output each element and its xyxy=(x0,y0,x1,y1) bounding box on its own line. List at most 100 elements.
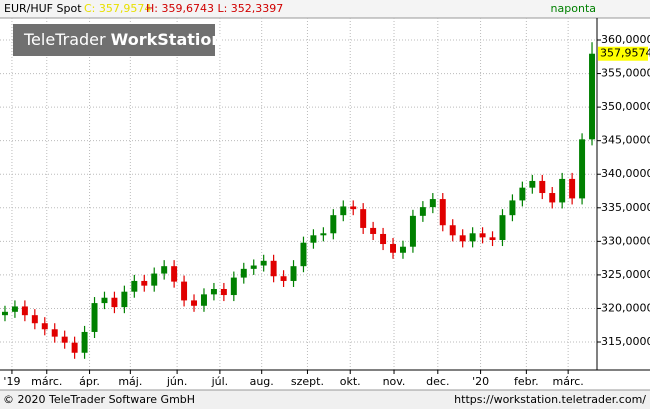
candle-body xyxy=(390,244,397,253)
candle-body xyxy=(280,276,287,281)
candle-body xyxy=(260,260,267,266)
candle-body xyxy=(181,281,188,301)
y-tick-label: 320,0000 xyxy=(601,301,650,314)
candle-body xyxy=(419,207,426,216)
candle-body xyxy=(529,180,536,188)
y-tick-label: 335,0000 xyxy=(601,201,650,214)
y-tick-label: 325,0000 xyxy=(601,268,650,281)
candle-body xyxy=(250,265,257,269)
candle-body xyxy=(569,178,576,199)
x-tick-label: szept. xyxy=(291,375,324,388)
x-tick-label: ápr. xyxy=(79,375,100,388)
last-value-box xyxy=(598,46,648,61)
watermark-a: TeleTrader xyxy=(23,30,106,49)
x-tick-label: okt. xyxy=(340,375,361,388)
candle-body xyxy=(41,323,48,330)
x-tick-label: máj. xyxy=(118,375,142,388)
header-bar xyxy=(0,0,650,18)
x-tick-label: márc. xyxy=(31,375,62,388)
y-tick-label: 345,0000 xyxy=(601,134,650,147)
candle-body xyxy=(350,206,357,210)
candle-body xyxy=(380,233,387,245)
watermark: TeleTrader WorkStation xyxy=(23,30,223,49)
candle-body xyxy=(131,280,138,292)
candle-body xyxy=(151,273,158,286)
candle-body xyxy=(310,235,317,243)
candle-body xyxy=(539,180,546,194)
candle-body xyxy=(320,233,327,236)
candle-body xyxy=(439,199,446,226)
x-tick-label: '20 xyxy=(472,375,489,388)
candle-body xyxy=(71,342,78,353)
copyright: © 2020 TeleTrader Software GmbH xyxy=(3,393,195,406)
candle-body xyxy=(449,225,456,236)
candle-body xyxy=(111,297,118,308)
y-tick-label: 360,0000 xyxy=(601,33,650,46)
candle-body xyxy=(31,315,38,324)
y-tick-label: 350,0000 xyxy=(601,100,650,113)
watermark-b: WorkStation xyxy=(111,30,223,49)
candle-body xyxy=(399,246,406,253)
candle-body xyxy=(61,336,68,343)
url: https://workstation.teletrader.com/ xyxy=(454,393,646,406)
x-tick-label: aug. xyxy=(250,375,274,388)
candle-body xyxy=(91,303,98,332)
candle-body xyxy=(210,288,217,295)
x-tick-label: júl. xyxy=(211,375,229,388)
candle-body xyxy=(340,206,347,216)
candle-body xyxy=(161,266,168,274)
candle-body xyxy=(499,215,506,241)
footer-bar xyxy=(0,390,650,409)
candle-body xyxy=(230,277,237,296)
candle-body xyxy=(101,297,108,304)
candle-body xyxy=(240,268,247,278)
candle-body xyxy=(290,266,297,281)
x-tick-label: nov. xyxy=(383,375,406,388)
candle-body xyxy=(81,331,88,353)
candle-body xyxy=(360,209,367,228)
candle-body xyxy=(429,199,436,208)
close-stat: C: 357,9574 xyxy=(84,2,151,15)
y-tick-label: 330,0000 xyxy=(601,234,650,247)
candle-body xyxy=(171,266,178,282)
candle-body xyxy=(21,306,28,316)
candle-body xyxy=(121,291,128,308)
candle-body xyxy=(469,233,476,242)
candle-body xyxy=(479,233,486,238)
candle-body xyxy=(370,227,377,234)
y-tick-label: 355,0000 xyxy=(601,67,650,80)
candle-body xyxy=(409,215,416,247)
candle-body xyxy=(519,187,526,201)
candle-body xyxy=(509,200,516,216)
candle-body xyxy=(489,237,496,241)
x-tick-label: febr. xyxy=(514,375,539,388)
chart-title: EUR/HUF Spot xyxy=(4,2,82,15)
y-tick-label: 315,0000 xyxy=(601,335,650,348)
candle-body xyxy=(589,53,596,140)
x-tick-label: dec. xyxy=(426,375,449,388)
x-tick-label: jún. xyxy=(166,375,188,388)
candle-body xyxy=(11,306,18,312)
y-tick-label: 340,0000 xyxy=(601,167,650,180)
last-value-label: 357,9574 xyxy=(600,47,650,60)
candle-body xyxy=(459,235,466,242)
candle-body xyxy=(191,300,198,306)
x-tick-label: márc. xyxy=(553,375,584,388)
candle-body xyxy=(579,139,586,199)
watermark-box xyxy=(13,24,215,56)
candle-body xyxy=(1,311,8,316)
x-tick-label: '19 xyxy=(3,375,20,388)
range-stat: H: 359,6743 L: 352,3397 xyxy=(146,2,283,15)
candle-body xyxy=(200,294,207,306)
candle-body xyxy=(549,193,556,203)
candle-body xyxy=(330,215,337,234)
candle-body xyxy=(51,329,58,337)
candle-body xyxy=(270,260,277,277)
candle-body xyxy=(300,242,307,267)
candle-body xyxy=(220,288,227,296)
candle-body xyxy=(141,280,148,286)
period: naponta xyxy=(551,2,596,15)
candle-body xyxy=(559,178,566,203)
